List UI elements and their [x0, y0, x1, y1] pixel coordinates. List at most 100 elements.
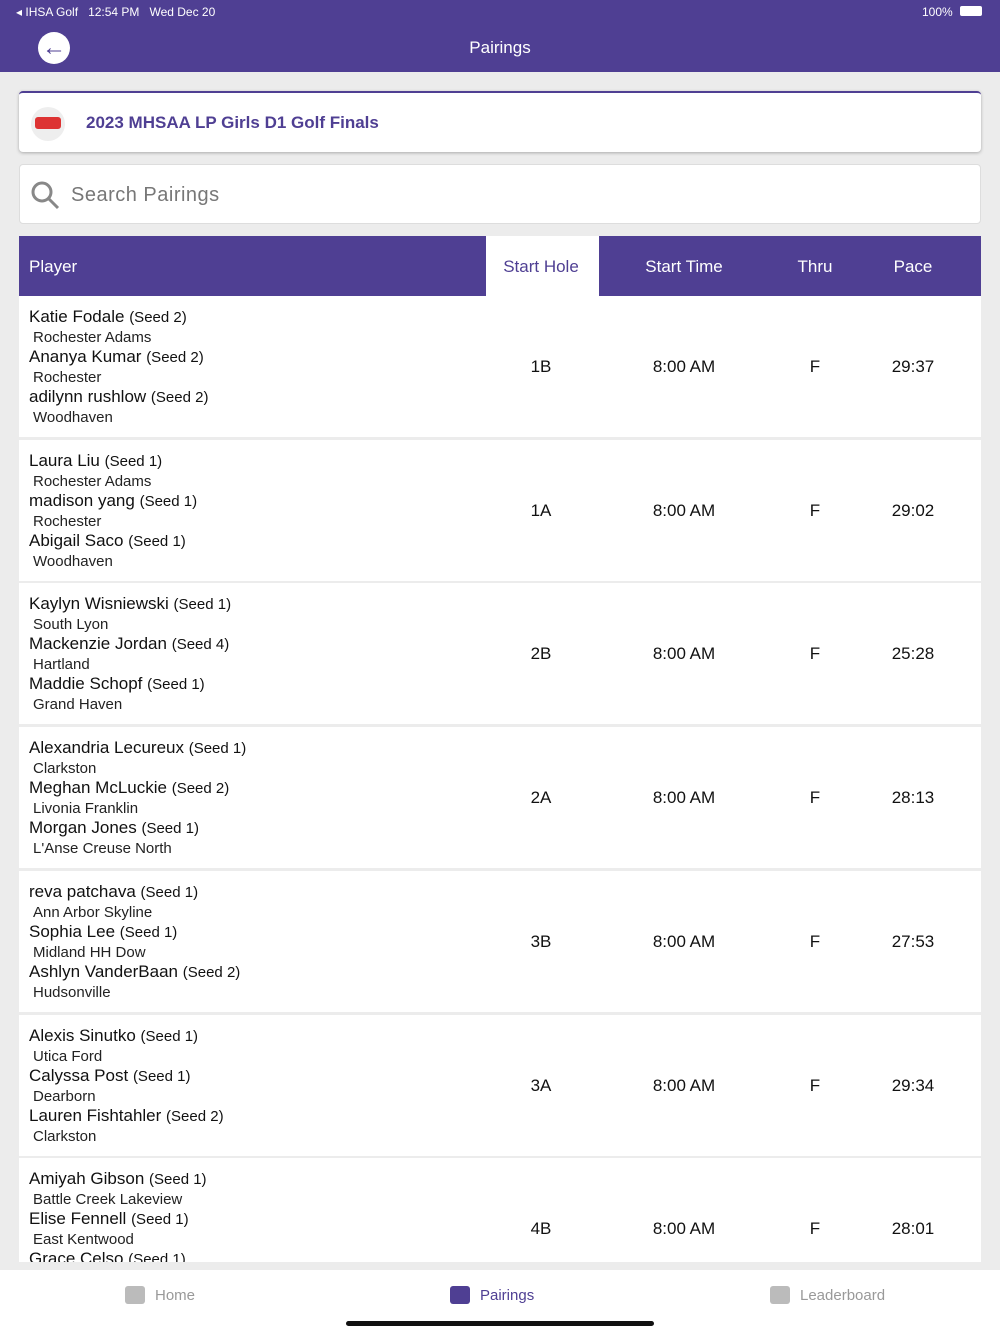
- player-name: Kaylyn Wisniewski: [29, 594, 169, 614]
- battery-icon: [960, 6, 982, 16]
- pairing-row[interactable]: Alexandria Lecureux (Seed 1) Clarkston Meg…: [19, 727, 981, 869]
- player-name: Laura Liu: [29, 450, 100, 470]
- back-button[interactable]: ←: [38, 32, 70, 64]
- thru: F: [809, 788, 821, 808]
- tab-icon: [450, 1286, 470, 1304]
- pairing-row[interactable]: Alexis Sinutko (Seed 1) Utica Ford Calyssa…: [19, 1014, 981, 1156]
- status-left: ◂ IHSA Golf 12:54 PM Wed Dec 20: [16, 5, 216, 19]
- player-school: Rochester: [33, 369, 102, 386]
- event-card[interactable]: 2023 MHSAA LP Girls D1 Golf Finals: [19, 91, 981, 152]
- player-seed: (Seed 1): [188, 740, 247, 758]
- player-name: Ashlyn VanderBaan: [29, 961, 179, 981]
- player-name: Morgan Jones: [29, 818, 137, 838]
- pace: 29:34: [891, 1075, 935, 1095]
- player-name: Ananya Kumar: [29, 347, 142, 366]
- player-line: Lauren Fishtahler (Seed 2): [29, 1106, 224, 1126]
- player-name: Sophia Lee: [29, 921, 116, 941]
- start-time: 8:00 AM: [652, 500, 716, 520]
- tab-label: Home: [155, 1287, 196, 1304]
- player-name: Alexandria Lecureux: [29, 738, 184, 758]
- thru: F: [809, 1075, 821, 1095]
- player-school: Hartland: [33, 656, 90, 674]
- player-name: Mackenzie Jordan: [29, 634, 167, 654]
- pairing-row[interactable]: Katie Fodale (Seed 2) Rochester Adams Anan…: [19, 296, 981, 437]
- pace: 28:01: [891, 1219, 935, 1239]
- player-school: Midland HH Dow: [33, 943, 146, 961]
- thru: F: [809, 1219, 821, 1239]
- column-header[interactable]: Thru: [797, 257, 833, 276]
- player-name: Calyssa Post: [29, 1065, 129, 1085]
- search-placeholder: Search Pairings: [71, 184, 220, 206]
- player-seed: (Seed 2): [129, 309, 187, 326]
- event-logo: [31, 107, 65, 141]
- start-time: 8:00 AM: [652, 788, 716, 808]
- player-seed: (Seed 1): [131, 1211, 189, 1229]
- pairing-row[interactable]: reva patchava (Seed 1) Ann Arbor Skyline S…: [19, 870, 981, 1012]
- player-school: Clarkston: [33, 760, 97, 778]
- player-line: Calyssa Post (Seed 1): [29, 1066, 190, 1086]
- player-school: Rochester Adams: [33, 472, 152, 490]
- player-seed: (Seed 1): [128, 532, 186, 550]
- player-line: Alexandria Lecureux (Seed 1): [29, 738, 246, 758]
- player-line: Mackenzie Jordan (Seed 4): [29, 634, 229, 654]
- back-app[interactable]: IHSA Golf: [25, 5, 79, 19]
- pairing-row[interactable]: Amiyah Gibson (Seed 1) Battle Creek Lakev…: [19, 1158, 981, 1262]
- column-header[interactable]: Pace: [893, 257, 933, 276]
- player-school: Hudsonville: [33, 983, 111, 1001]
- player-line: Grace Celso (Seed 1): [29, 1249, 186, 1262]
- player-name: Amiyah Gibson: [29, 1169, 145, 1189]
- pace: 29:37: [891, 357, 935, 376]
- tab-icon: [770, 1286, 790, 1304]
- player-line: Meghan McLuckie (Seed 2): [29, 778, 229, 798]
- thru: F: [809, 500, 821, 520]
- pairing-row[interactable]: Laura Liu (Seed 1) Rochester Adams madison…: [19, 439, 981, 581]
- player-seed: (Seed 2): [182, 963, 241, 981]
- player-name: Grace Celso: [29, 1249, 124, 1262]
- column-header[interactable]: Start Time: [645, 257, 723, 276]
- player-name: Katie Fodale: [29, 307, 125, 326]
- player-school: Rochester Adams: [33, 329, 152, 346]
- player-name: Abigail Saco: [29, 530, 124, 550]
- player-school: Dearborn: [33, 1087, 96, 1105]
- tab-label: Pairings: [480, 1287, 535, 1304]
- thru: F: [809, 357, 821, 376]
- pairing-row[interactable]: Kaylyn Wisniewski (Seed 1) South Lyon Mack…: [19, 583, 981, 725]
- player-school: Battle Creek Lakeview: [33, 1191, 183, 1209]
- search-icon: [31, 181, 60, 210]
- column-header[interactable]: Start Hole: [503, 257, 579, 276]
- player-line: Elise Fennell (Seed 1): [29, 1209, 189, 1229]
- player-seed: (Seed 1): [141, 820, 200, 838]
- player-line: adilynn rushlow (Seed 2): [29, 387, 208, 407]
- start-time: 8:00 AM: [652, 1075, 716, 1095]
- player-name: Maddie Schopf: [29, 674, 143, 694]
- player-school: L'Anse Creuse North: [33, 840, 172, 858]
- player-line: Katie Fodale (Seed 2): [29, 307, 187, 327]
- player-school: Woodhaven: [33, 409, 113, 426]
- player-seed: (Seed 1): [132, 1067, 191, 1085]
- player-line: Sophia Lee (Seed 1): [29, 922, 177, 942]
- player-school: Ann Arbor Skyline: [33, 903, 153, 921]
- start-hole: 3B: [530, 931, 552, 951]
- player-line: Ashlyn VanderBaan (Seed 2): [29, 962, 240, 982]
- player-seed: (Seed 1): [128, 1251, 186, 1262]
- pairings-table: Player Start Hole Start Time Thru Pace Katie …: [19, 236, 981, 1262]
- logo-mark: [35, 117, 61, 129]
- player-school: Woodhaven: [33, 552, 113, 570]
- start-time: 8:00 AM: [652, 644, 716, 664]
- search-box[interactable]: Search Pairings: [19, 164, 981, 224]
- top-bar: [0, 0, 1000, 72]
- player-school: Grand Haven: [33, 696, 123, 714]
- player-seed: (Seed 1): [149, 1171, 207, 1189]
- battery-text: 100%: [922, 5, 953, 19]
- player-school: Rochester: [33, 512, 102, 530]
- player-seed: (Seed 2): [146, 349, 204, 366]
- start-hole: 1B: [530, 357, 552, 376]
- player-line: Ananya Kumar (Seed 2): [29, 347, 204, 367]
- start-hole: 3A: [530, 1075, 552, 1095]
- column-header[interactable]: Player: [29, 257, 78, 276]
- pace: 28:13: [891, 788, 935, 808]
- header-title: Pairings: [469, 38, 531, 57]
- player-line: Morgan Jones (Seed 1): [29, 818, 199, 838]
- player-school: Livonia Franklin: [33, 800, 139, 818]
